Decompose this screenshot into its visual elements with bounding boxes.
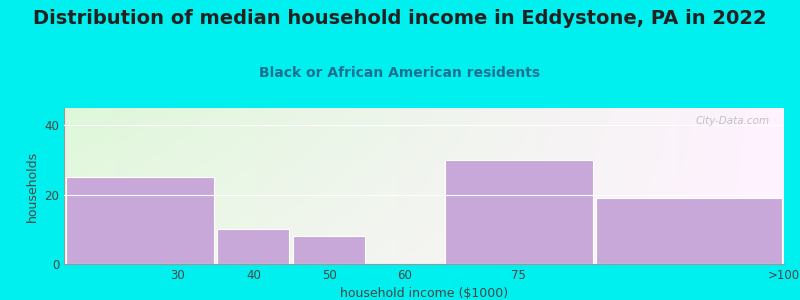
- Bar: [294, 236, 366, 264]
- Bar: [597, 198, 782, 264]
- Bar: [218, 229, 290, 264]
- Text: City-Data.com: City-Data.com: [695, 116, 770, 126]
- Y-axis label: households: households: [26, 150, 38, 222]
- Text: Distribution of median household income in Eddystone, PA in 2022: Distribution of median household income …: [33, 9, 767, 28]
- Bar: [66, 177, 214, 264]
- Text: Black or African American residents: Black or African American residents: [259, 66, 541, 80]
- Bar: [445, 160, 593, 264]
- X-axis label: household income ($1000): household income ($1000): [340, 287, 508, 300]
